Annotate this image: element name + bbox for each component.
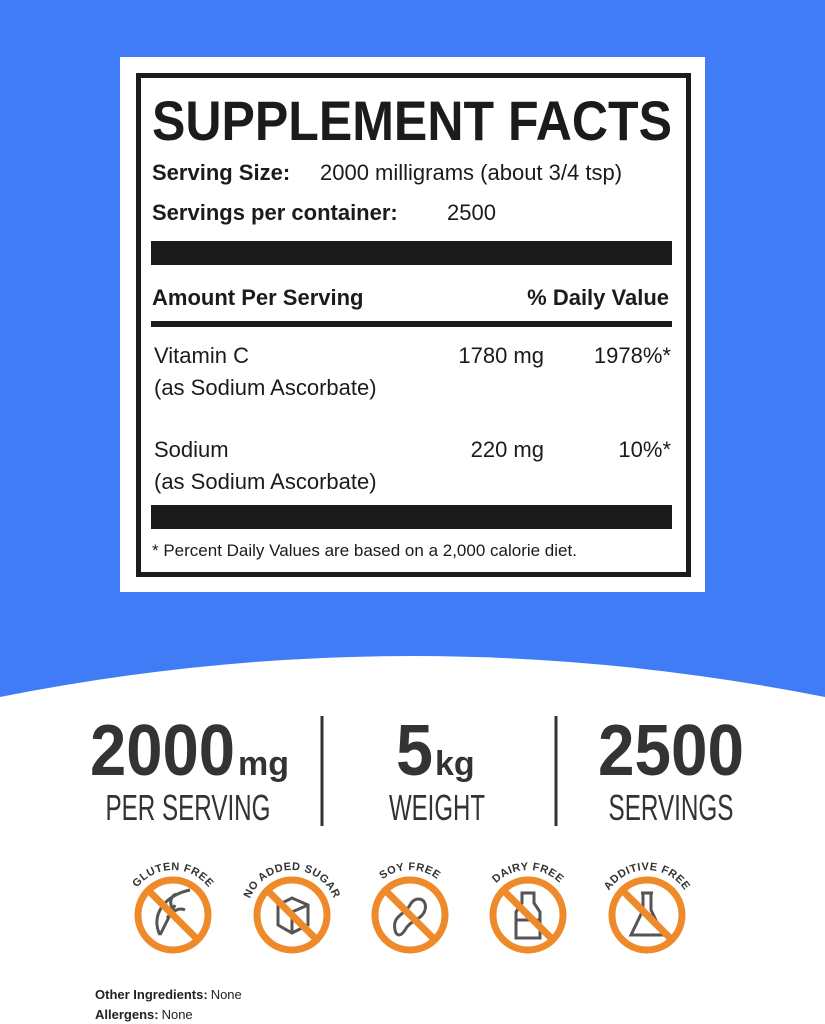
- daily-value-header: % Daily Value: [527, 285, 669, 310]
- stat-caption: SERVINGS: [609, 787, 734, 828]
- stat-caption: PER SERVING: [106, 787, 271, 828]
- nutrient-dv: 1978%*: [594, 343, 672, 368]
- nutrient-amount: 220 mg: [471, 437, 544, 462]
- badge-slash: [264, 887, 320, 943]
- stat-number: 2000: [90, 711, 235, 791]
- stat-unit: mg: [238, 745, 289, 783]
- detail-value: None: [162, 1007, 193, 1022]
- nutrient-source: (as Sodium Ascorbate): [154, 469, 377, 494]
- badge-ring: [253, 876, 331, 954]
- stat-unit: kg: [435, 745, 475, 783]
- divider-line: [151, 321, 672, 327]
- nutrient-dv: 10%*: [618, 437, 671, 462]
- servings-value: 2500: [447, 200, 496, 225]
- badge-ring: [489, 876, 567, 954]
- detail: Other Ingredients: None: [95, 987, 242, 1002]
- badge-slash: [619, 887, 675, 943]
- label-border: [136, 73, 691, 577]
- stats: 2000 mg PER SERVING 5 kg WEIGHT 2500 SER…: [90, 711, 744, 828]
- serving-size-label: Serving Size:: [152, 160, 290, 185]
- nutrient-name: Sodium: [154, 437, 229, 462]
- badge-ring: [134, 876, 212, 954]
- nutrient-source: (as Sodium Ascorbate): [154, 375, 377, 400]
- stat-number: 2500: [598, 711, 744, 791]
- details: Other Ingredients: None Allergens: None: [95, 987, 242, 1022]
- badge-slash: [382, 887, 438, 943]
- divider-bar: [151, 241, 672, 265]
- stat-number: 5: [396, 711, 433, 791]
- badge-ring: [371, 876, 449, 954]
- badge-slash: [500, 887, 556, 943]
- facts-label: SUPPLEMENT FACTS Serving Size: 2000 mill…: [120, 57, 705, 592]
- detail: Allergens: None: [95, 1007, 193, 1022]
- badge-ring: [608, 876, 686, 954]
- nutrient-amount: 1780 mg: [458, 343, 544, 368]
- badge-slash: [145, 887, 201, 943]
- amount-header: Amount Per Serving: [152, 285, 363, 310]
- detail-label: Other Ingredients:: [95, 987, 208, 1002]
- servings-label: Servings per container:: [152, 200, 398, 225]
- serving-size-value: 2000 milligrams (about 3/4 tsp): [320, 160, 622, 185]
- label-title: SUPPLEMENT FACTS: [152, 89, 672, 152]
- detail-label: Allergens:: [95, 1007, 159, 1022]
- detail-value: None: [211, 987, 242, 1002]
- nutrient-name: Vitamin C: [154, 343, 249, 368]
- footnote: * Percent Daily Values are based on a 2,…: [152, 541, 577, 560]
- divider-bar: [151, 505, 672, 529]
- stat-caption: WEIGHT: [389, 787, 485, 828]
